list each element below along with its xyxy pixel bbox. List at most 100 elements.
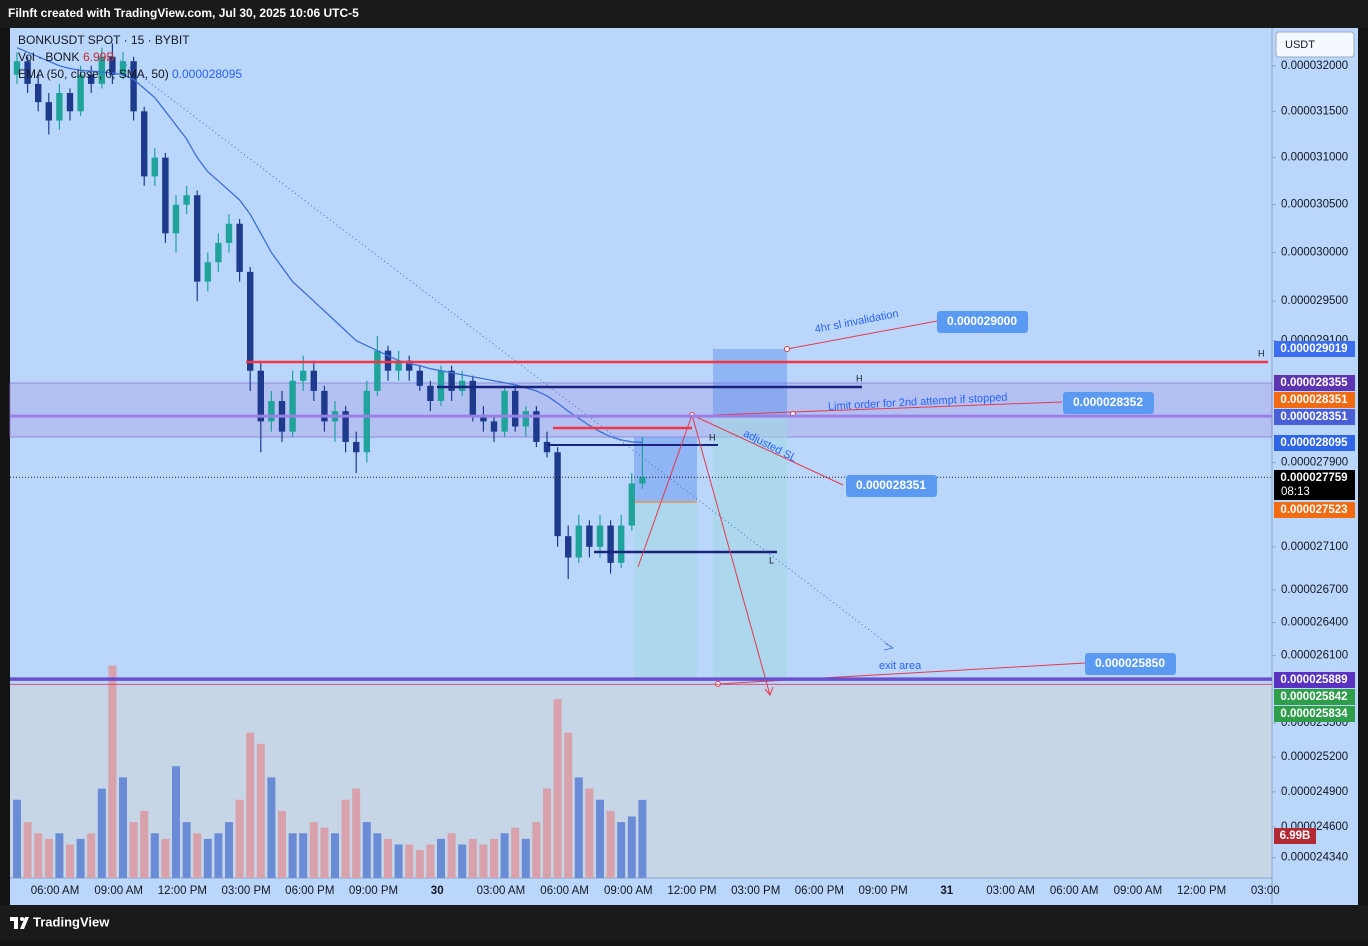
candle-body [194, 195, 201, 282]
volume-bar [394, 844, 403, 878]
price-label: 0.000028095 [1280, 437, 1348, 449]
candle-body [533, 411, 540, 442]
price-tick-label: 0.000024340 [1281, 852, 1348, 864]
position-target [713, 415, 787, 680]
currency-button[interactable] [1275, 31, 1355, 58]
callout-text: 0.000025850 [1095, 656, 1165, 670]
callout-text: 0.000028352 [1073, 395, 1143, 409]
volume-bar [299, 833, 308, 878]
price-tick-label: 0.000024900 [1281, 786, 1348, 798]
volume-bar [44, 838, 53, 878]
price-tick-label: 0.000032000 [1281, 60, 1348, 72]
candle-body [543, 441, 551, 453]
volume-bar [627, 816, 636, 878]
volume-bar [193, 833, 202, 878]
countdown: 08:13 [1281, 486, 1310, 498]
marker-text: H [1258, 348, 1265, 358]
candle-body [628, 483, 635, 526]
volume-bar [34, 833, 43, 878]
volume-bar [76, 838, 85, 878]
candle-body [639, 477, 646, 484]
candle-body [501, 390, 508, 432]
volume-bar [458, 844, 467, 878]
volume-bar [214, 833, 223, 878]
price-label: 0.000027523 [1280, 504, 1347, 516]
price-tick-label: 0.000026400 [1281, 617, 1348, 629]
volume-bar [341, 799, 350, 878]
time-tick-label: 06:00 AM [1050, 885, 1099, 897]
callout-box [1063, 392, 1154, 414]
price-tick-label: 0.000031000 [1281, 152, 1348, 164]
candle-body [586, 525, 593, 547]
callout-box [846, 475, 937, 497]
price-label-box [1274, 375, 1355, 391]
volume-bar [309, 822, 318, 878]
time-tick-label: 09:00 PM [858, 885, 907, 897]
volume-bar [638, 799, 647, 878]
candle-body [575, 525, 582, 558]
time-tick-label: 12:00 PM [158, 885, 207, 897]
volume-bar [511, 827, 520, 878]
candle-body [427, 385, 434, 402]
price-label: 0.000028351 [1280, 411, 1348, 423]
volume-bar [256, 743, 265, 878]
candle-body [416, 370, 423, 386]
volume-bar [55, 833, 64, 878]
volume-bar [140, 810, 149, 878]
candle-body [151, 157, 158, 177]
volume-label: 6.99B [1280, 830, 1311, 842]
volume-bar [150, 833, 159, 878]
candle-body [268, 401, 275, 422]
time-tick-label: 09:00 AM [1114, 885, 1163, 897]
legend-ema-value: 0.000028095 [172, 67, 242, 81]
price-tick-label: 0.000030500 [1281, 199, 1348, 211]
volume-bar [490, 838, 498, 878]
volume-bar [320, 827, 329, 878]
candle-body [66, 93, 74, 112]
price-label-box [1274, 470, 1355, 500]
volume-bar [23, 822, 32, 878]
price-tick-label: 0.000027900 [1281, 457, 1348, 469]
candle-body [310, 370, 317, 391]
price-label-box [1274, 672, 1355, 688]
marker-text: L [769, 555, 774, 565]
candle-body [130, 61, 137, 112]
price-label: 0.000025889 [1280, 674, 1347, 686]
callout-line [786, 320, 938, 350]
candle-body [342, 411, 349, 442]
candle-body [522, 411, 529, 427]
volume-bar [182, 822, 191, 878]
price-label-box [1274, 689, 1355, 705]
candle-body [56, 93, 63, 121]
candle-body [45, 102, 52, 121]
candle-body [607, 525, 614, 563]
candle-body [374, 350, 381, 391]
volume-bar [267, 777, 276, 878]
price-label-box [1274, 502, 1355, 518]
price-tick-label: 0.000031500 [1281, 105, 1348, 117]
callout-text: 0.000028351 [856, 478, 926, 492]
volume-bar [352, 788, 361, 878]
candle-body [406, 360, 413, 371]
callout-line [691, 414, 844, 486]
candle-body [257, 370, 264, 422]
candle-body [172, 204, 180, 234]
marker-text: H [709, 432, 716, 442]
volume-bar [172, 766, 180, 878]
footer-bar [0, 905, 1368, 941]
volume-bar [585, 788, 594, 878]
candle-body [162, 157, 169, 234]
position-risk [713, 349, 787, 415]
volume-bar [66, 844, 74, 878]
position-target [634, 501, 697, 680]
candle-body [363, 390, 370, 453]
currency-text: USDT [1285, 39, 1315, 51]
candle-body [353, 441, 360, 453]
time-tick-label: 06:00 AM [31, 885, 80, 897]
candle-body [236, 223, 243, 272]
volume-bar [574, 777, 583, 878]
logo-icon [20, 917, 24, 921]
volume-bar [203, 838, 212, 878]
price-tick-label: 0.000026100 [1281, 650, 1348, 662]
legend-volume: Vol · BONK [18, 50, 79, 64]
